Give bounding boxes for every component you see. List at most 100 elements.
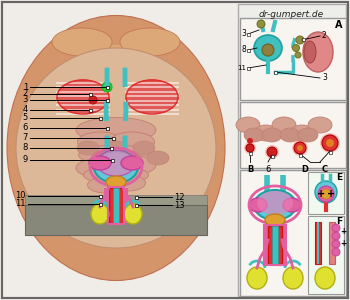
Ellipse shape xyxy=(105,141,127,155)
Bar xyxy=(317,222,319,264)
Bar xyxy=(264,226,268,264)
Circle shape xyxy=(265,145,279,159)
Bar xyxy=(240,18,346,100)
Text: 1: 1 xyxy=(23,82,28,91)
Bar xyxy=(105,85,108,88)
Circle shape xyxy=(102,82,112,92)
Ellipse shape xyxy=(321,189,331,199)
Bar xyxy=(25,205,207,235)
Circle shape xyxy=(322,135,338,151)
Bar xyxy=(282,226,286,264)
Ellipse shape xyxy=(308,117,332,133)
Circle shape xyxy=(244,142,256,154)
Bar xyxy=(98,202,101,206)
Bar xyxy=(268,226,282,264)
Ellipse shape xyxy=(283,198,301,212)
Circle shape xyxy=(296,36,304,44)
Bar xyxy=(264,225,286,265)
Bar xyxy=(112,136,114,140)
Text: 3: 3 xyxy=(322,74,327,82)
Ellipse shape xyxy=(254,35,282,61)
Circle shape xyxy=(332,232,340,240)
Circle shape xyxy=(293,44,300,52)
Circle shape xyxy=(292,140,308,156)
Ellipse shape xyxy=(303,32,333,72)
Ellipse shape xyxy=(236,117,260,133)
Ellipse shape xyxy=(126,80,178,114)
Text: 2: 2 xyxy=(23,89,28,98)
Text: 10: 10 xyxy=(15,191,26,200)
Bar xyxy=(56,109,110,111)
Text: 6: 6 xyxy=(23,124,28,133)
Ellipse shape xyxy=(106,176,126,188)
Text: +: + xyxy=(327,189,335,199)
Circle shape xyxy=(16,48,216,248)
Ellipse shape xyxy=(304,41,316,63)
Bar xyxy=(299,154,301,157)
Bar xyxy=(25,195,207,205)
Bar xyxy=(56,100,110,102)
Ellipse shape xyxy=(81,60,151,230)
Bar xyxy=(240,102,346,168)
Bar xyxy=(56,82,110,84)
Text: 3: 3 xyxy=(23,95,28,104)
Ellipse shape xyxy=(116,156,156,174)
Ellipse shape xyxy=(88,177,122,193)
Bar xyxy=(271,155,273,158)
Ellipse shape xyxy=(52,28,112,56)
Bar xyxy=(98,116,101,119)
Ellipse shape xyxy=(111,175,146,191)
Ellipse shape xyxy=(147,151,169,165)
Bar xyxy=(125,86,179,88)
Bar xyxy=(108,187,124,224)
Bar xyxy=(125,91,179,93)
Ellipse shape xyxy=(91,151,113,165)
Bar xyxy=(301,38,304,41)
Text: 8: 8 xyxy=(241,46,246,55)
Bar xyxy=(89,92,91,95)
Circle shape xyxy=(89,96,97,104)
Text: +: + xyxy=(317,189,325,199)
Ellipse shape xyxy=(315,181,337,203)
Circle shape xyxy=(332,240,340,248)
Bar xyxy=(113,188,119,223)
Ellipse shape xyxy=(254,125,278,141)
Ellipse shape xyxy=(76,159,116,177)
Bar xyxy=(329,222,335,264)
Ellipse shape xyxy=(76,118,156,142)
Bar xyxy=(134,196,138,199)
Circle shape xyxy=(332,248,340,256)
Circle shape xyxy=(297,145,303,151)
Bar xyxy=(123,188,128,223)
Bar xyxy=(272,226,278,264)
Circle shape xyxy=(257,20,265,28)
Ellipse shape xyxy=(257,191,293,215)
Bar xyxy=(308,216,344,294)
Circle shape xyxy=(262,44,274,56)
Bar xyxy=(247,32,250,35)
Ellipse shape xyxy=(91,204,109,224)
Bar xyxy=(308,172,344,214)
Text: D: D xyxy=(301,165,308,174)
Ellipse shape xyxy=(280,128,300,142)
Text: 2: 2 xyxy=(322,32,327,40)
Bar xyxy=(110,146,112,149)
Bar xyxy=(125,95,179,97)
Ellipse shape xyxy=(290,125,314,141)
Text: F: F xyxy=(336,217,342,226)
Ellipse shape xyxy=(121,156,143,170)
Bar xyxy=(248,152,252,155)
Bar xyxy=(247,67,250,70)
Bar xyxy=(56,113,110,115)
Text: 9: 9 xyxy=(23,155,28,164)
Ellipse shape xyxy=(84,166,148,184)
Ellipse shape xyxy=(7,16,225,280)
Bar xyxy=(125,113,179,115)
Ellipse shape xyxy=(57,80,109,114)
Bar xyxy=(247,49,250,52)
Circle shape xyxy=(332,224,340,232)
Ellipse shape xyxy=(133,141,155,155)
Ellipse shape xyxy=(298,128,318,142)
Circle shape xyxy=(326,139,334,147)
Text: A: A xyxy=(335,20,342,30)
